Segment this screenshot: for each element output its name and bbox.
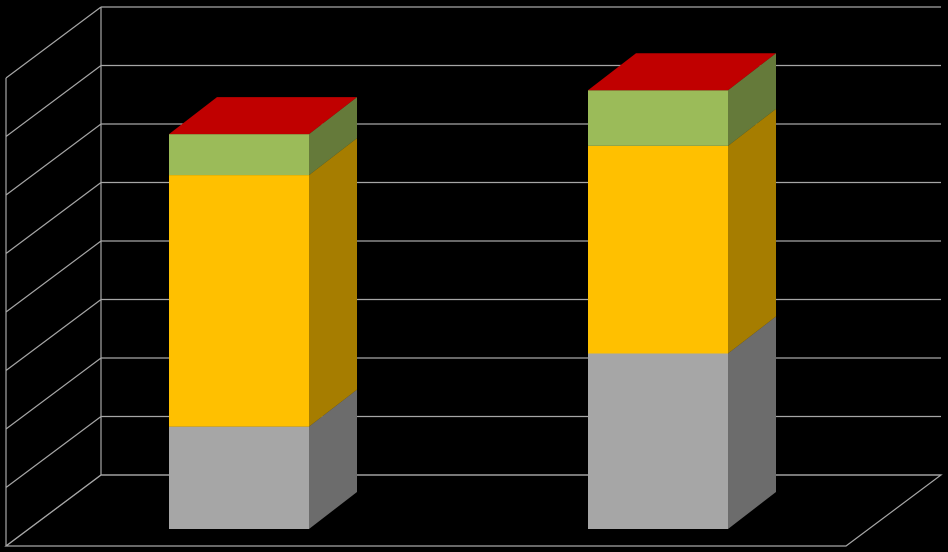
bar-1-series-2 [169, 175, 309, 427]
chart-floor [4, 474, 943, 547]
bar-2-series-2 [588, 145, 728, 354]
side-gridline [5, 416, 102, 488]
side-gridline [5, 299, 102, 371]
side-gridline [5, 6, 102, 79]
bar-1-series-2-side [309, 138, 357, 427]
bar-1-series-1-side [309, 389, 357, 529]
bar-1-series-3 [169, 134, 309, 176]
bar-1-series-3-side [309, 97, 357, 176]
bar-2-series-3 [588, 90, 728, 146]
side-gridline [5, 123, 102, 196]
chart-walls [4, 6, 943, 547]
side-gridline [5, 65, 102, 137]
bar-2-series-2-side [728, 108, 776, 354]
bar-1-top [169, 97, 357, 135]
side-gridline [5, 182, 102, 254]
side-gridline [5, 240, 102, 313]
side-gridline [5, 357, 102, 430]
chart-bars [169, 53, 776, 529]
bar-1-series-1 [169, 426, 309, 529]
bar-2-series-1-side [728, 316, 776, 529]
bar-2-top [588, 53, 776, 91]
bar-2-series-3-side [728, 53, 776, 146]
bar-2-series-1 [588, 353, 728, 529]
